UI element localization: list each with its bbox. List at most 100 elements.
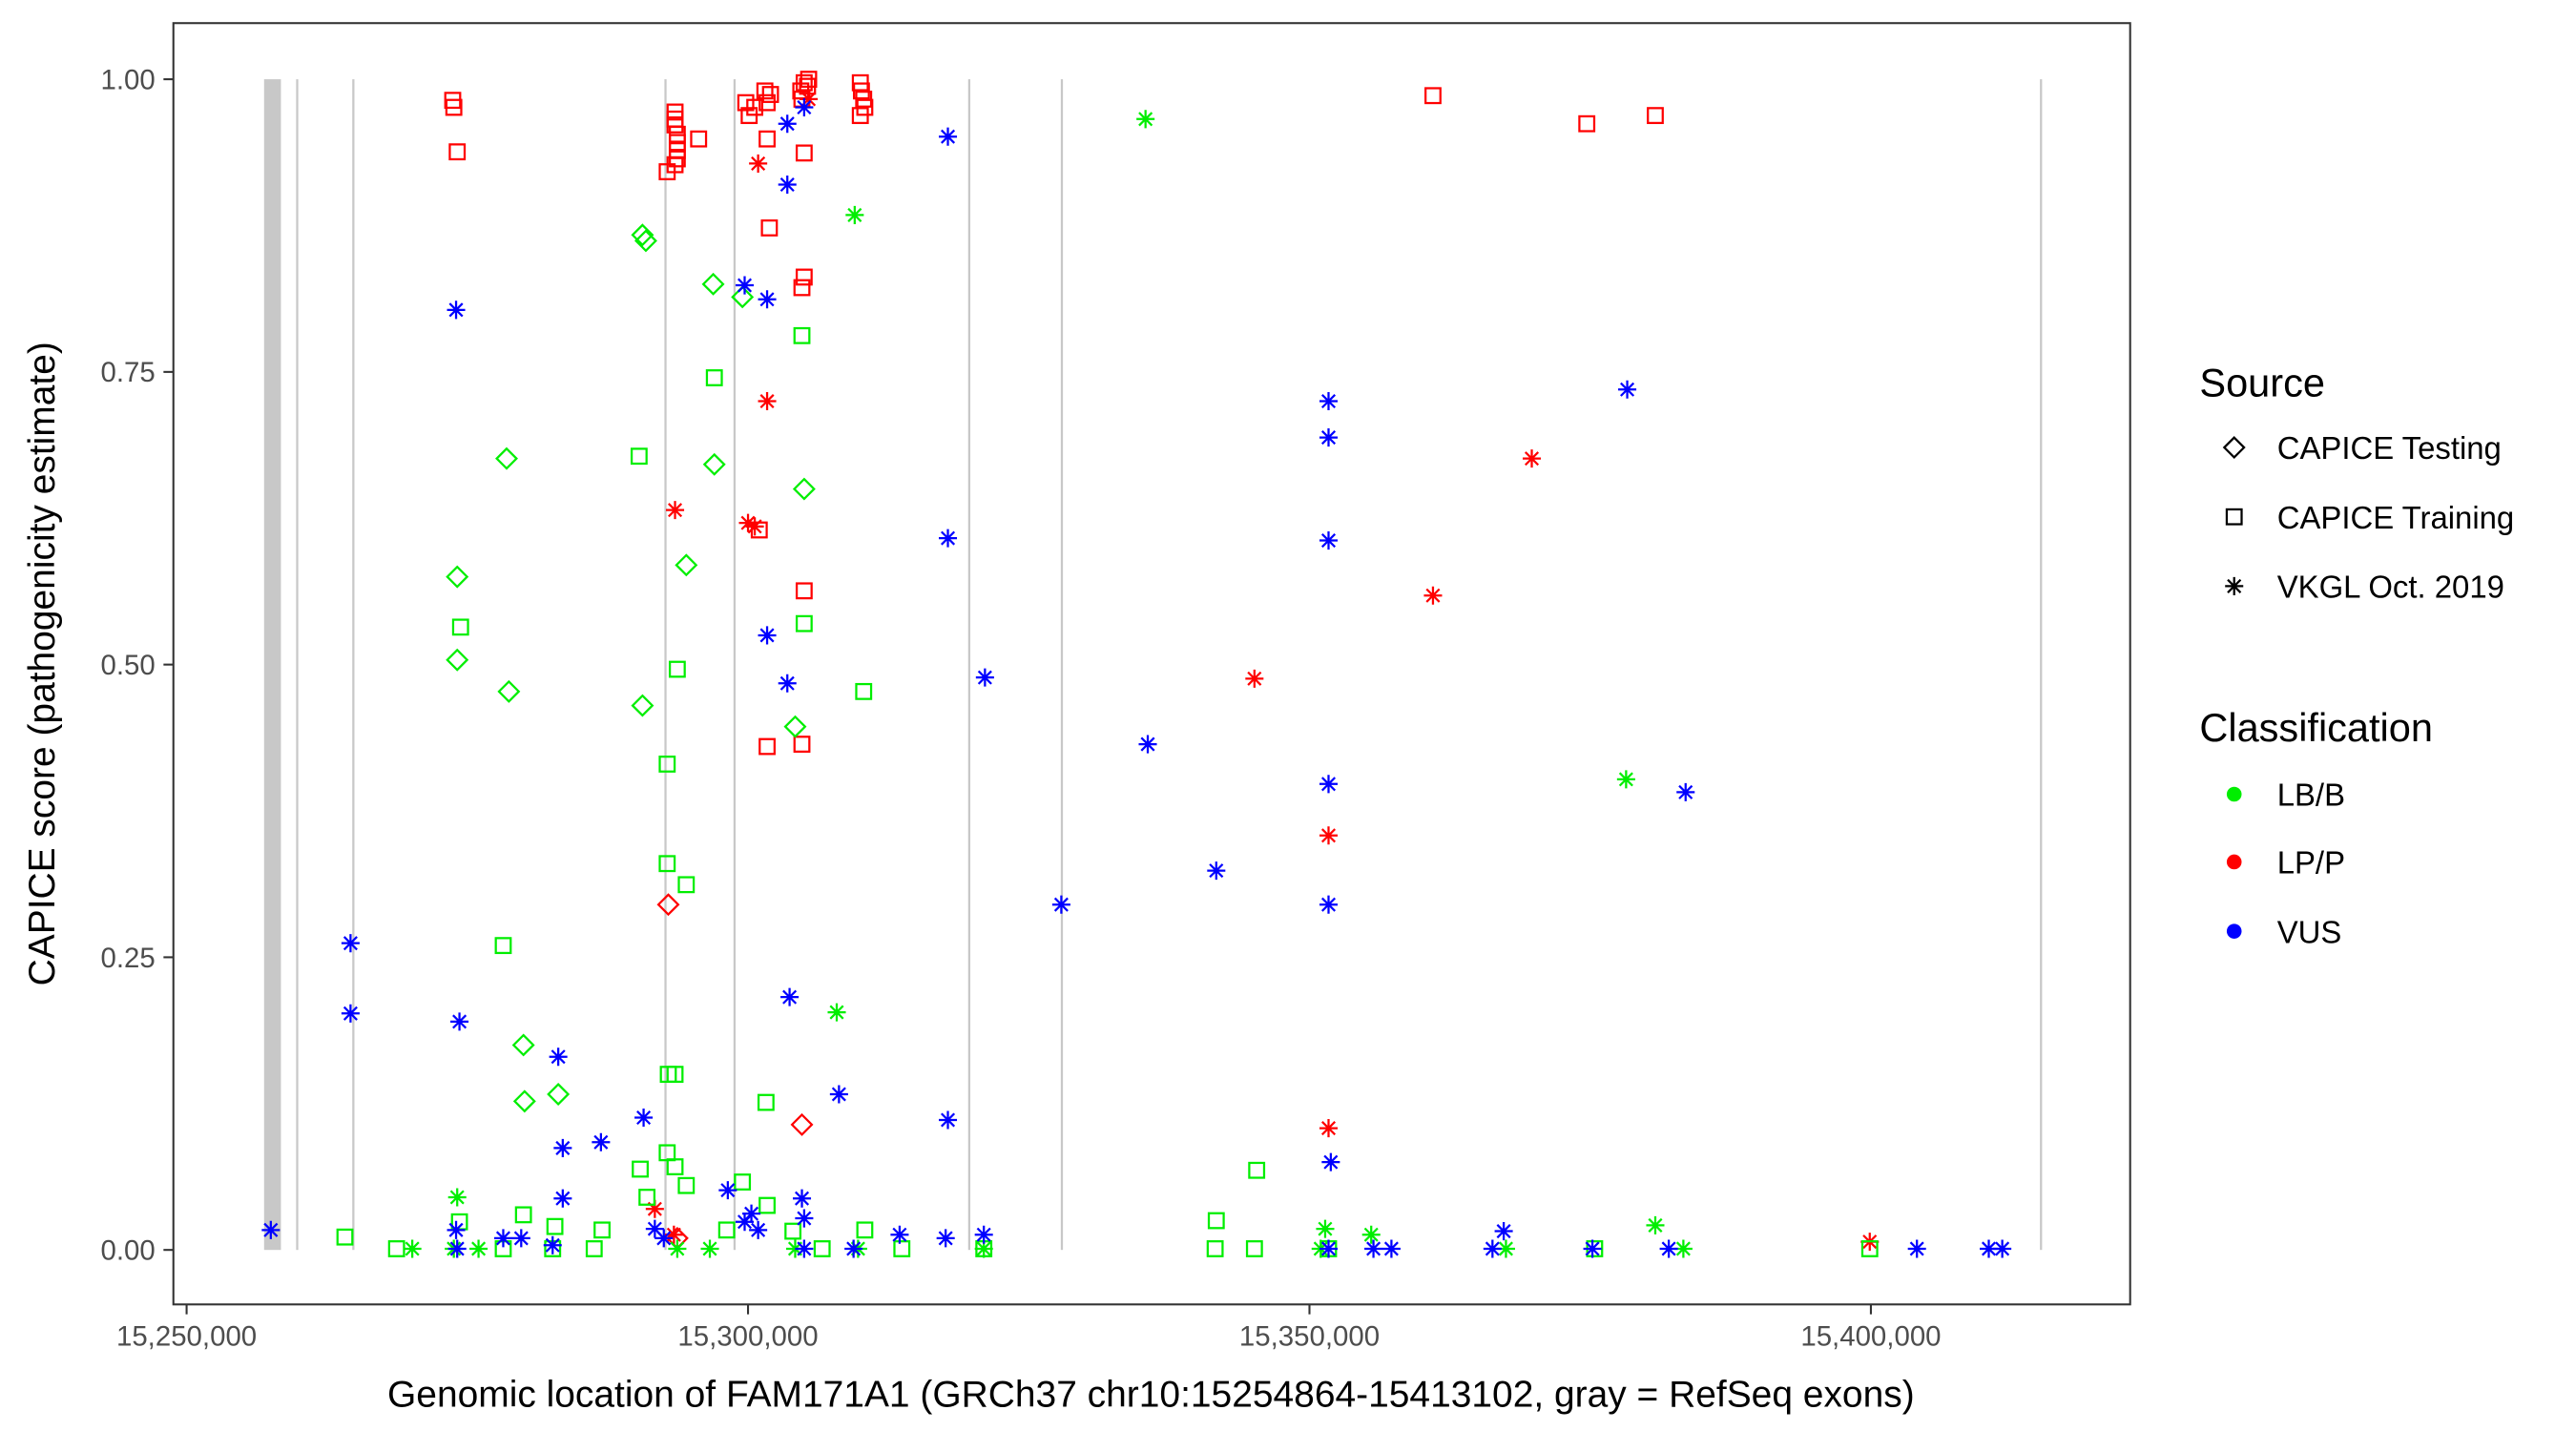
data-point [795,614,813,633]
x-tick-label: 15,300,000 [677,1321,818,1353]
data-point [758,130,776,148]
data-point [1659,1239,1678,1258]
y-tick-label: 0.25 [100,943,155,974]
data-point [701,272,725,296]
exon-bar [664,79,667,1251]
exon-bar [733,79,737,1251]
data-point [718,1181,737,1200]
x-tick-label: 15,400,000 [1800,1321,1941,1353]
data-point [742,1204,761,1223]
data-point [745,517,764,536]
x-axis-title: Genomic location of FAM171A1 (GRCh37 chr… [387,1375,1915,1416]
data-point [731,285,755,309]
data-point [827,1003,846,1022]
exon-bar [1060,79,1064,1251]
data-point [1207,1212,1225,1230]
data-point [666,1066,684,1084]
data-point [735,1213,755,1232]
legend-key-dot-icon [2226,854,2242,870]
legend-source-title: Source [2199,360,2325,404]
data-point [793,279,811,297]
data-point [1361,1225,1381,1244]
y-tick-label: 0.75 [100,357,155,388]
data-point [664,1225,683,1244]
data-point [668,660,686,678]
exon-bar [967,79,971,1251]
data-point [1206,1240,1224,1257]
data-point [634,229,657,253]
data-point [1483,1239,1502,1258]
data-point [1245,1240,1263,1257]
data-point [1522,449,1542,468]
data-point [1138,735,1157,754]
data-point [451,618,469,636]
data-point [1907,1239,1926,1258]
legend-source-vkgl: VKGL Oct. 2019 [2277,570,2504,605]
data-point [546,1217,564,1235]
data-point [450,1012,469,1031]
data-point [737,93,755,112]
data-point [778,114,797,134]
data-point [1424,87,1442,105]
data-point [758,737,776,756]
data-point [690,130,708,148]
data-point [494,937,512,955]
legend-class-title: Classification [2199,705,2433,750]
legend-key-dot-icon [2226,923,2242,939]
data-point [447,301,466,320]
data-point [1673,1239,1693,1258]
data-point [1381,1239,1401,1258]
data-point [666,116,684,134]
data-point [1316,1219,1335,1238]
exon-bar [2040,79,2043,1251]
data-point [738,513,758,532]
data-point [1319,1239,1339,1258]
data-point [844,1239,863,1258]
data-point [666,1158,684,1175]
data-point [813,1240,831,1257]
data-point [735,276,755,295]
data-point [631,223,654,247]
data-point [855,682,873,700]
data-point [658,855,676,873]
data-point [856,1221,874,1239]
data-point [469,1239,488,1258]
exon-bar [263,79,281,1251]
data-point [795,98,814,117]
data-point [800,90,819,109]
data-point [1993,1239,2012,1258]
data-point [780,987,800,1006]
data-point [668,150,686,168]
data-point [1248,1161,1266,1179]
y-axis-title: CAPICE score (pathogenicity estimate) [22,342,63,985]
data-point [790,1112,814,1136]
data-point [1646,1215,1665,1234]
data-point [666,501,685,520]
legend-source-training: CAPICE Training [2277,500,2515,535]
data-point [1583,1239,1602,1258]
data-point [1319,895,1339,914]
data-point [1207,861,1226,881]
data-point [1136,110,1155,129]
data-points [261,71,2012,1258]
data-point [783,715,807,738]
data-point [593,1221,611,1239]
data-point [447,1220,466,1239]
legend: Source CAPICE Testing CAPICE Training VK… [2199,360,2514,949]
legend-key-diamond-icon [2222,436,2246,460]
data-point [1319,428,1339,447]
data-point [514,1206,532,1224]
data-point [1676,782,1695,801]
data-point [1578,114,1596,133]
data-point [793,736,811,753]
data-point [403,1239,422,1258]
data-point [758,290,777,309]
data-point [700,1239,719,1258]
data-point [495,446,518,470]
y-tick-label: 1.00 [100,64,155,95]
data-point [705,369,723,386]
data-point [634,1109,654,1128]
data-point [1860,1240,1879,1257]
data-point [1647,107,1664,125]
